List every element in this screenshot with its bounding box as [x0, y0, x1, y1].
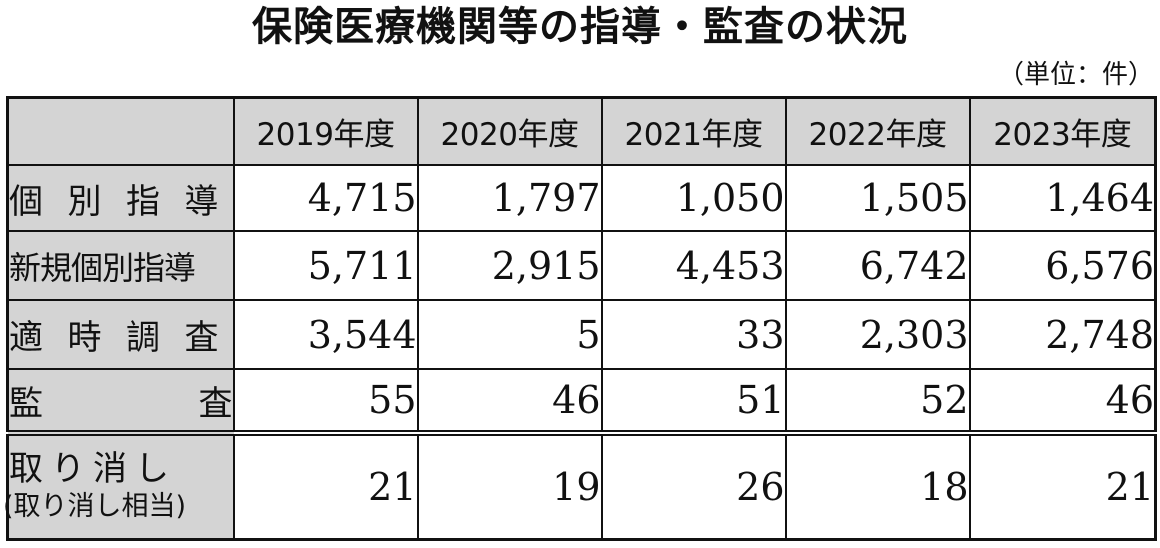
table-cell: 5: [416, 299, 603, 370]
table-cell: 21: [232, 430, 419, 541]
table-cell: 55: [232, 368, 419, 434]
table-cell: 2,303: [784, 299, 971, 370]
table-cell: 1,505: [784, 164, 971, 232]
table-cell: 3,544: [232, 299, 419, 370]
table-cell: 51: [600, 368, 787, 434]
column-header: 2020年度: [416, 96, 603, 166]
row-sublabel-text: (取り消し相当): [3, 491, 187, 522]
table-cell: 4,453: [600, 230, 787, 301]
inspection-table: 2019年度 2020年度 2021年度 2022年度 2023年度 個別指導 …: [3, 96, 1157, 541]
table-cell: 6,742: [784, 230, 971, 301]
row-label: 取り消し (取り消し相当): [3, 430, 235, 541]
row-label: 適時調査: [6, 299, 235, 370]
table-cell: 2,915: [416, 230, 603, 301]
row-label: 監 査: [6, 368, 235, 434]
table-cell: 19: [416, 430, 603, 541]
corner-cell: [6, 96, 235, 166]
row-label: 個別指導: [6, 164, 235, 232]
table-cell: 1,797: [416, 164, 603, 232]
row-label-char: 査: [198, 383, 233, 424]
table-cell: 1,464: [968, 164, 1157, 232]
row-label-text: 個別指導: [9, 181, 233, 222]
table-cell: 21: [968, 430, 1157, 541]
table-cell: 46: [968, 368, 1157, 434]
page-title: 保険医療機関等の指導・監査の状況: [252, 4, 908, 50]
table-cell: 2,748: [968, 299, 1157, 370]
unit-note: （単位：件）: [997, 60, 1154, 90]
header-row: 2019年度 2020年度 2021年度 2022年度 2023年度: [6, 96, 1157, 166]
table-row: 新規個別指導 5,711 2,915 4,453 6,742 6,576: [6, 230, 1157, 301]
column-header: 2019年度: [232, 96, 419, 166]
column-header: 2023年度: [968, 96, 1157, 166]
row-label-char: 監: [9, 383, 43, 424]
table-cell: 52: [784, 368, 971, 434]
table-cell: 4,715: [232, 164, 419, 232]
table-row: 取り消し (取り消し相当) 21 19 26 18 21: [3, 430, 1157, 541]
row-label-text: 適時調査: [9, 318, 233, 358]
table-cell: 5,711: [232, 230, 419, 301]
row-label: 新規個別指導: [6, 230, 235, 301]
table-cell: 18: [784, 430, 971, 541]
row-label-text: 監 査: [9, 376, 233, 425]
table-cell: 1,050: [600, 164, 787, 232]
table-cell: 46: [416, 368, 603, 434]
row-label-text: 取り消し: [9, 449, 177, 489]
table-cell: 26: [600, 430, 787, 541]
table-cell: 6,576: [968, 230, 1157, 301]
table-row: 監 査 55 46 51 52 46: [6, 368, 1157, 434]
column-header: 2022年度: [784, 96, 971, 166]
table-cell: 33: [600, 299, 787, 370]
table-row: 適時調査 3,544 5 33 2,303 2,748: [6, 299, 1157, 370]
row-label-text: 新規個別指導: [9, 248, 196, 287]
column-header: 2021年度: [600, 96, 787, 166]
table-row: 個別指導 4,715 1,797 1,050 1,505 1,464: [6, 164, 1157, 232]
